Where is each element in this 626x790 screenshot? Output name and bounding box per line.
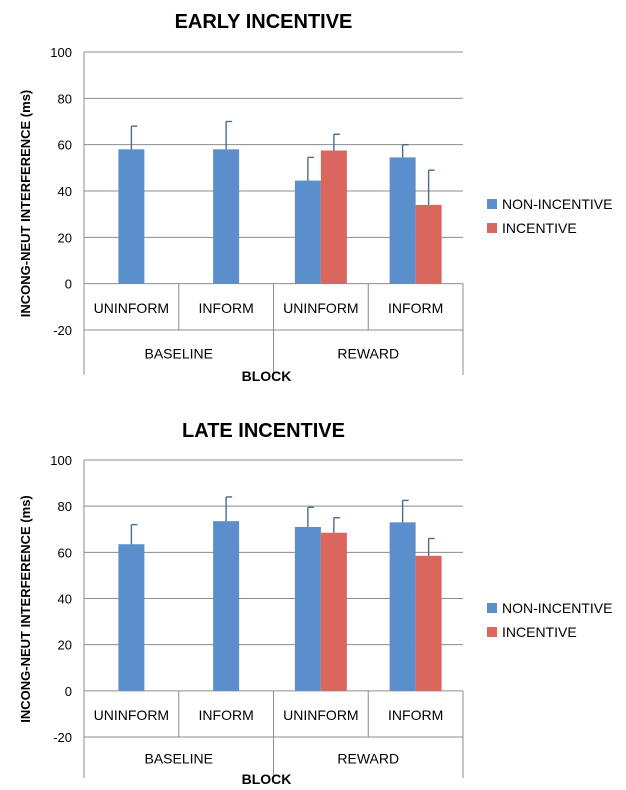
non-incentive-bar (294, 180, 321, 284)
y-tick-label: 80 (58, 499, 72, 514)
non-incentive-bar (213, 521, 240, 691)
incentive-bar (320, 532, 347, 691)
legend-label: INCENTIVE (502, 624, 577, 640)
category-label: UNINFORM (283, 300, 358, 316)
legend-label: NON-INCENTIVE (502, 196, 612, 212)
legend-label: NON-INCENTIVE (502, 600, 612, 616)
y-tick-label: 80 (58, 91, 72, 106)
y-tick-label: 0 (65, 684, 72, 699)
category-label: INFORM (199, 300, 254, 316)
y-tick-label: 60 (58, 545, 72, 560)
category-label: UNINFORM (94, 300, 169, 316)
group-label: REWARD (337, 346, 399, 362)
incentive-bar (320, 150, 347, 284)
y-tick-label: 20 (58, 638, 72, 653)
y-axis-title: INCONG-NEUT INTERFERENCE (ms) (18, 495, 33, 723)
category-label: INFORM (388, 707, 443, 723)
chart-title: LATE INCENTIVE (182, 420, 345, 442)
category-label: UNINFORM (94, 707, 169, 723)
y-tick-label: 60 (58, 138, 72, 153)
group-label: BASELINE (145, 751, 213, 767)
incentive-legend-swatch (487, 223, 497, 233)
legend-label: INCENTIVE (502, 220, 577, 236)
y-tick-label: -20 (53, 323, 72, 338)
y-tick-label: 40 (58, 592, 72, 607)
category-label: INFORM (199, 707, 254, 723)
incentive-bar (415, 204, 442, 284)
non-incentive-bar (213, 149, 240, 284)
y-tick-label: 40 (58, 184, 72, 199)
non-incentive-bar (118, 544, 145, 691)
non-incentive-legend-swatch (487, 199, 497, 209)
non-incentive-bar (294, 526, 321, 691)
y-tick-label: 20 (58, 230, 72, 245)
group-label: REWARD (337, 751, 399, 767)
group-label: BASELINE (145, 346, 213, 362)
incentive-legend-swatch (487, 627, 497, 637)
incentive-bar (415, 555, 442, 691)
non-incentive-bar (118, 149, 145, 284)
chart-panel-early: EARLY INCENTIVE 100 80 60 40 20 0 -20 UNINFORM IN… (18, 11, 612, 384)
y-tick-label: 100 (50, 45, 72, 60)
y-tick-label: -20 (53, 730, 72, 745)
category-label: UNINFORM (283, 707, 358, 723)
x-axis-title: BLOCK (242, 771, 292, 787)
non-incentive-bar (389, 157, 416, 284)
x-axis-title: BLOCK (242, 368, 292, 384)
y-axis-title: INCONG-NEUT INTERFERENCE (ms) (18, 90, 33, 318)
chart-title: EARLY INCENTIVE (175, 11, 353, 33)
y-tick-label: 100 (50, 453, 72, 468)
non-incentive-bar (389, 522, 416, 691)
category-label: INFORM (388, 300, 443, 316)
non-incentive-legend-swatch (487, 603, 497, 613)
y-tick-label: 0 (65, 277, 72, 292)
chart-panel-late: LATE INCENTIVE 100 80 60 40 20 0 -20 UNINFORM INF… (18, 420, 612, 787)
